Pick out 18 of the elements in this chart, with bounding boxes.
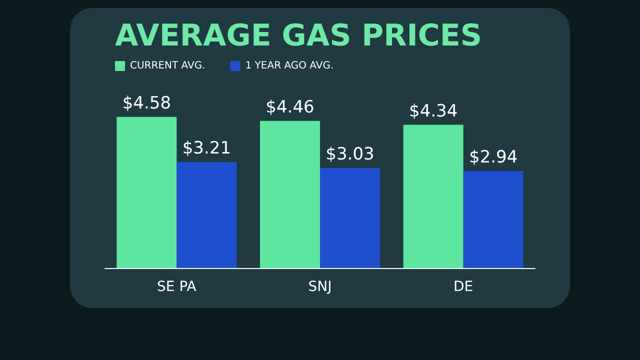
bar [320,168,380,268]
data-label: $4.46 [266,97,314,118]
data-label: $2.94 [468,147,518,168]
x-tick-label: DE [454,279,474,295]
bar [176,162,237,268]
bar [463,170,524,268]
bar [116,116,177,268]
bar [403,124,464,268]
data-label: $3.03 [326,144,374,165]
data-label: $4.58 [122,93,172,114]
bar [260,120,320,268]
x-tick-label: SNJ [308,279,332,295]
legend-label: 1 YEAR AGO AVG. [245,60,334,72]
data-label: $3.21 [182,138,232,159]
data-label: $4.34 [408,101,458,122]
x-tick-label: SE PA [157,279,197,295]
chart-title: AVERAGE GAS PRICES [115,18,482,54]
legend-label: CURRENT AVG. [130,60,206,72]
